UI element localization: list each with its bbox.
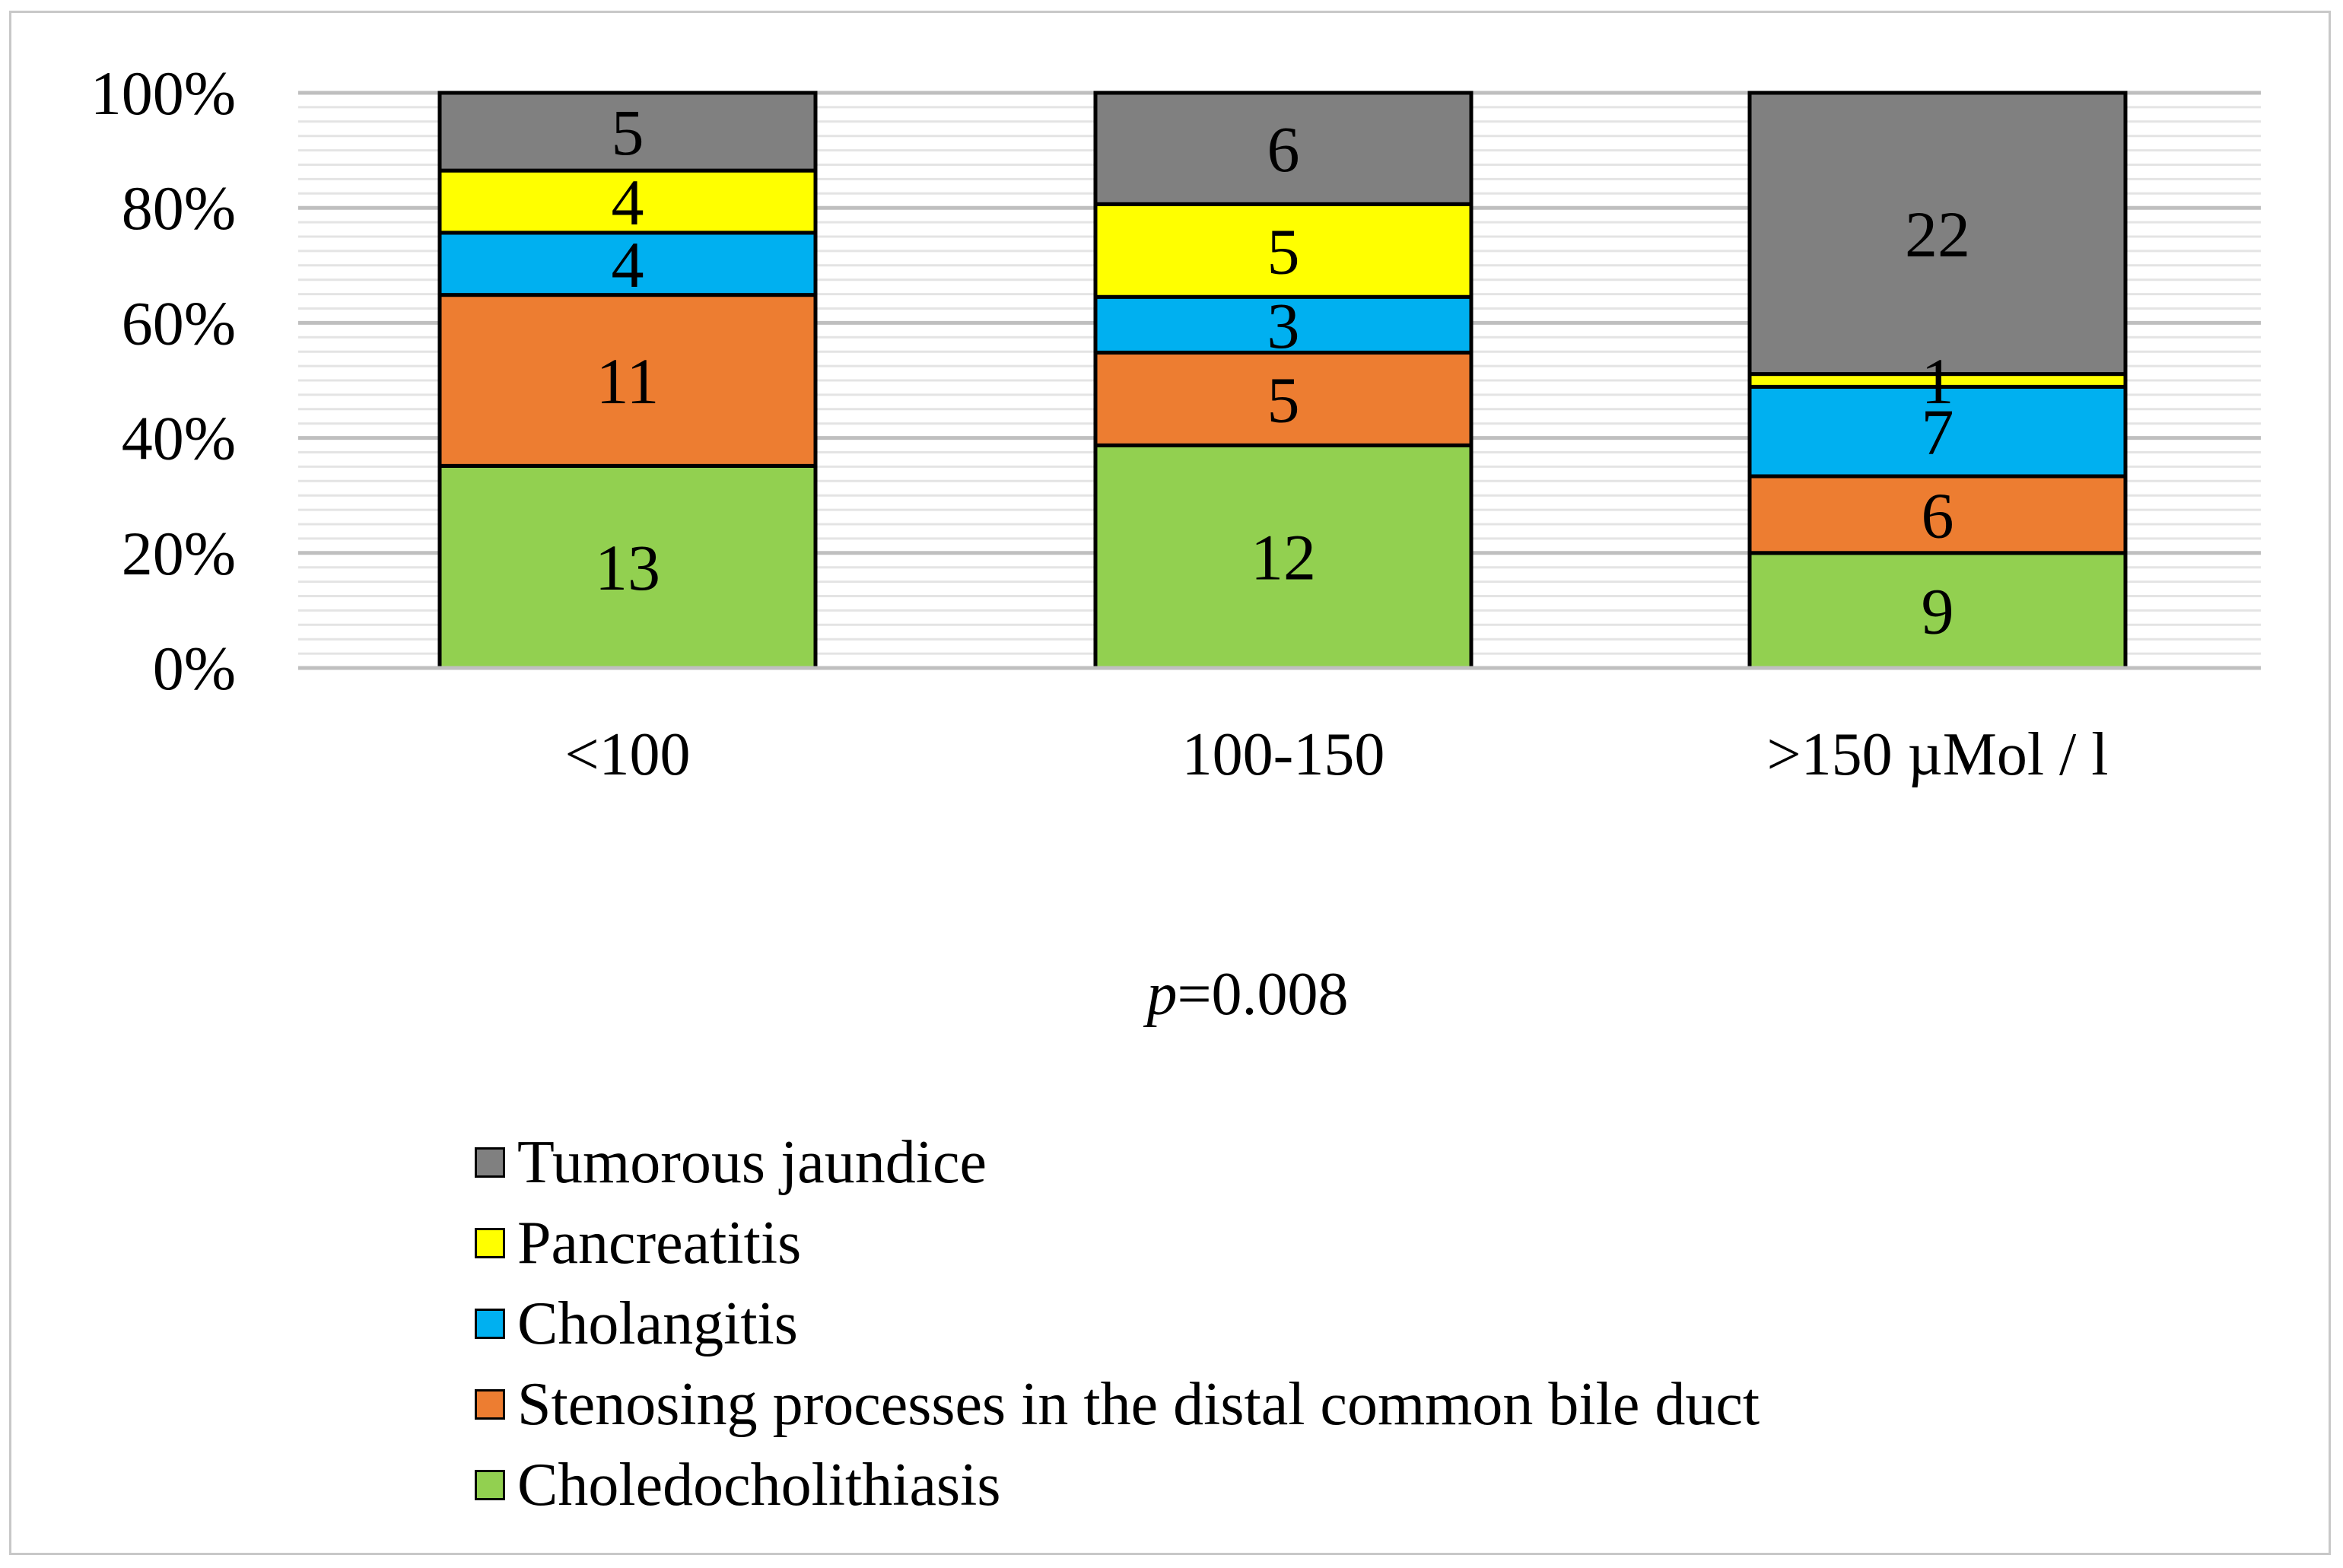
y-tick-label: 100% [91, 59, 236, 128]
bar-segment [437, 91, 818, 173]
y-tick-label: 60% [122, 288, 236, 358]
legend-swatch [475, 1147, 505, 1178]
legend-label: Stenosing processes in the distal common… [517, 1371, 1760, 1438]
y-tick-label: 40% [122, 404, 236, 473]
bar-value-label: 4 [612, 166, 644, 239]
bar-value-label: 11 [596, 345, 660, 418]
bars [298, 91, 2261, 670]
x-category-label: <100 [564, 721, 690, 788]
bar-value-label: 9 [1922, 574, 1954, 647]
y-tick-label: 0% [153, 634, 236, 703]
bar-segment [1747, 384, 2128, 479]
legend-label: Tumorous jaundice [517, 1129, 987, 1196]
legend-label: Cholangitis [517, 1290, 798, 1357]
bar-value-label: 1 [1922, 345, 1954, 418]
legend-swatch [475, 1470, 505, 1500]
bar-value-label: 22 [1905, 198, 1970, 271]
bar-segment [1093, 350, 1474, 447]
legend-item: Cholangitis [475, 1283, 1760, 1364]
bar-value-label: 6 [1922, 479, 1954, 552]
bar-segment [1747, 91, 2128, 377]
legend-swatch [475, 1309, 505, 1339]
legend-item: Tumorous jaundice [475, 1122, 1760, 1203]
bar-value-label: 4 [612, 228, 644, 301]
legend-item: Pancreatitis [475, 1203, 1760, 1283]
legend-swatch [475, 1389, 505, 1420]
chart-frame [9, 11, 2331, 1555]
legend: Tumorous jaundice Pancreatitis Cholangitis… [475, 1122, 1760, 1525]
x-category-label: >150 µMol / l [1766, 721, 2108, 788]
bar-segment [1093, 202, 1474, 299]
p-value-symbol: p [1146, 961, 1178, 1028]
bar-segment [1747, 551, 2128, 670]
legend-item: Stenosing processes in the distal common… [475, 1364, 1760, 1445]
bar-value-label: 6 [1267, 113, 1300, 186]
bar-value-label: 5 [1267, 215, 1300, 288]
p-value-number: =0.008 [1177, 961, 1349, 1028]
bar-value-label: 7 [1922, 396, 1954, 469]
bar-segment [1093, 294, 1474, 355]
bar-segment [437, 293, 818, 468]
bar-value-label: 13 [595, 531, 660, 604]
legend-label: Pancreatitis [517, 1210, 802, 1277]
bar-value-label: 5 [1267, 363, 1300, 436]
y-tick-label: 20% [122, 519, 236, 588]
y-axis-ticks: 0% 20% 40% 60% 80% 100% [91, 59, 236, 703]
p-value-annotation: p=0.008 [0, 960, 2343, 1029]
legend-swatch [475, 1228, 505, 1258]
bar-value-label: 5 [612, 96, 644, 169]
bar-value-label: 3 [1267, 289, 1300, 362]
y-tick-label: 80% [122, 173, 236, 243]
bar-segment [1093, 91, 1474, 206]
x-category-label: 100-150 [1182, 721, 1385, 788]
bar-segment [437, 231, 818, 297]
x-axis-categories: <100 100-150 >150 µMol / l [564, 721, 2108, 788]
bar-value-label: 12 [1251, 521, 1316, 594]
legend-item: Choledocholithiasis [475, 1445, 1760, 1525]
legend-label: Choledocholithiasis [517, 1452, 1001, 1519]
bar-segment [1093, 443, 1474, 670]
